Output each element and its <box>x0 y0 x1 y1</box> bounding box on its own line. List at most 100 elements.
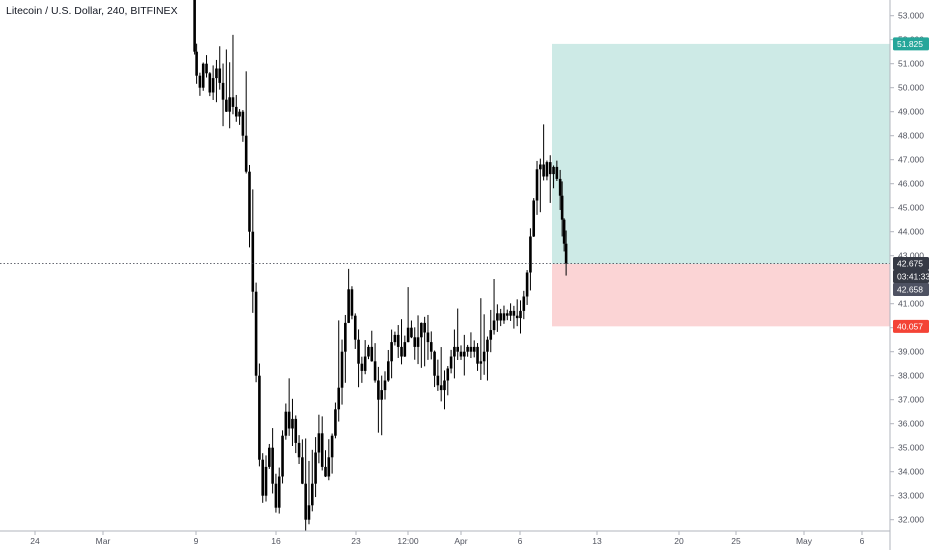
candle-body <box>416 337 420 347</box>
candle-body <box>340 351 344 388</box>
candle-body <box>274 483 278 508</box>
price-tick-label: 45.000 <box>898 203 924 213</box>
candle-body <box>350 289 354 316</box>
candle-body <box>327 457 331 477</box>
candle-body <box>552 166 555 175</box>
candle-body <box>241 111 245 136</box>
price-tick-label: 53.000 <box>898 11 924 21</box>
last-price-badge: 42.675 <box>897 259 923 269</box>
candle-body <box>314 452 317 484</box>
candle-body <box>363 356 367 371</box>
price-tick-label: 37.000 <box>898 395 924 405</box>
candle-body <box>529 236 532 273</box>
stop-price-badge: 40.057 <box>897 321 923 331</box>
time-tick-label: 9 <box>194 536 199 546</box>
candle-body <box>476 346 479 364</box>
chart-title: Litecoin / U.S. Dollar, 240, BITFINEX <box>6 5 178 17</box>
price-tick-label: 35.000 <box>898 443 924 453</box>
candle-body <box>512 310 516 316</box>
stop-price-badge-bg <box>893 319 929 333</box>
candle-body <box>281 435 284 477</box>
candle-body <box>277 476 281 508</box>
price-tick-label: 43.000 <box>898 251 924 261</box>
candle-body <box>443 380 446 391</box>
price-axis[interactable]: 53.00052.00051.00050.00049.00048.00047.0… <box>889 0 924 550</box>
candle-body <box>297 442 301 458</box>
price-badges: 51.825 42.675 03:41:33 42.658 40.057 <box>893 37 930 333</box>
candle-body <box>344 322 347 352</box>
candle-body <box>373 361 377 381</box>
candle-body <box>215 68 218 79</box>
time-tick-label: 6 <box>860 536 865 546</box>
candle-body <box>496 313 499 321</box>
candle-body <box>558 178 562 196</box>
candle-body <box>264 466 268 496</box>
candle-body <box>403 342 407 357</box>
candle-body <box>301 457 304 484</box>
time-axis[interactable]: 24 Mar 9 16 23 12:00 Apr 6 13 20 25 May 6 <box>0 530 890 546</box>
candle-body <box>287 411 291 429</box>
candle-body <box>231 97 235 107</box>
candle-body <box>205 63 208 74</box>
candle-body <box>545 162 549 177</box>
candle-body <box>515 315 519 319</box>
candle-body <box>555 166 559 179</box>
candle-body <box>433 351 436 376</box>
candle-body <box>390 342 393 362</box>
candle-body <box>221 82 225 100</box>
time-tick-label: 25 <box>731 536 741 546</box>
candle-body <box>548 162 552 175</box>
candle-body <box>479 361 483 364</box>
candle-body <box>383 380 387 391</box>
time-tick-label: 12:00 <box>397 536 419 546</box>
target-price-badge-bg <box>893 37 929 51</box>
candle-body <box>377 380 380 400</box>
candle-body <box>208 73 212 93</box>
position-zones[interactable] <box>552 43 890 327</box>
candle-body <box>387 361 390 381</box>
profit-zone[interactable] <box>552 43 890 264</box>
candle-body <box>248 171 251 232</box>
price-tick-label: 49.000 <box>898 107 924 117</box>
candle-body <box>258 375 261 460</box>
stop-loss-zone[interactable] <box>552 263 890 327</box>
entry-price-badge-bg <box>893 283 929 296</box>
candle-body <box>502 313 506 321</box>
candle-body <box>509 310 512 316</box>
candle-body <box>330 435 334 458</box>
candle-body <box>193 0 196 52</box>
candle-body <box>459 351 463 357</box>
candle-body <box>560 195 564 220</box>
candle-body <box>525 272 529 297</box>
price-tick-label: 38.000 <box>898 371 924 381</box>
time-tick-label: 13 <box>592 536 602 546</box>
price-tick-label: 51.000 <box>898 59 924 69</box>
candle-body <box>211 78 215 93</box>
candle-body <box>439 385 443 391</box>
candle-body <box>201 63 205 88</box>
candle-body <box>324 466 327 477</box>
candle-body <box>499 313 502 321</box>
candle-body <box>360 363 364 371</box>
candle-body <box>370 346 374 362</box>
last-price-badge-bg <box>893 257 929 270</box>
candle-body <box>380 390 383 400</box>
candle-body <box>357 339 360 364</box>
candle-body <box>198 75 202 88</box>
candle-body <box>519 310 522 319</box>
candle-body <box>291 418 294 429</box>
candlestick-series <box>193 0 568 531</box>
candle-body <box>539 164 542 170</box>
time-tick-label: 23 <box>351 536 361 546</box>
candle-body <box>254 291 258 376</box>
candle-body <box>294 418 298 443</box>
candle-body <box>320 433 324 467</box>
time-tick-label: 16 <box>271 536 281 546</box>
candle-body <box>268 447 271 467</box>
candle-body <box>353 315 357 340</box>
candle-body <box>423 322 426 333</box>
bar-countdown-badge-bg <box>893 270 929 283</box>
candle-body <box>310 483 314 506</box>
price-tick-label: 50.000 <box>898 83 924 93</box>
